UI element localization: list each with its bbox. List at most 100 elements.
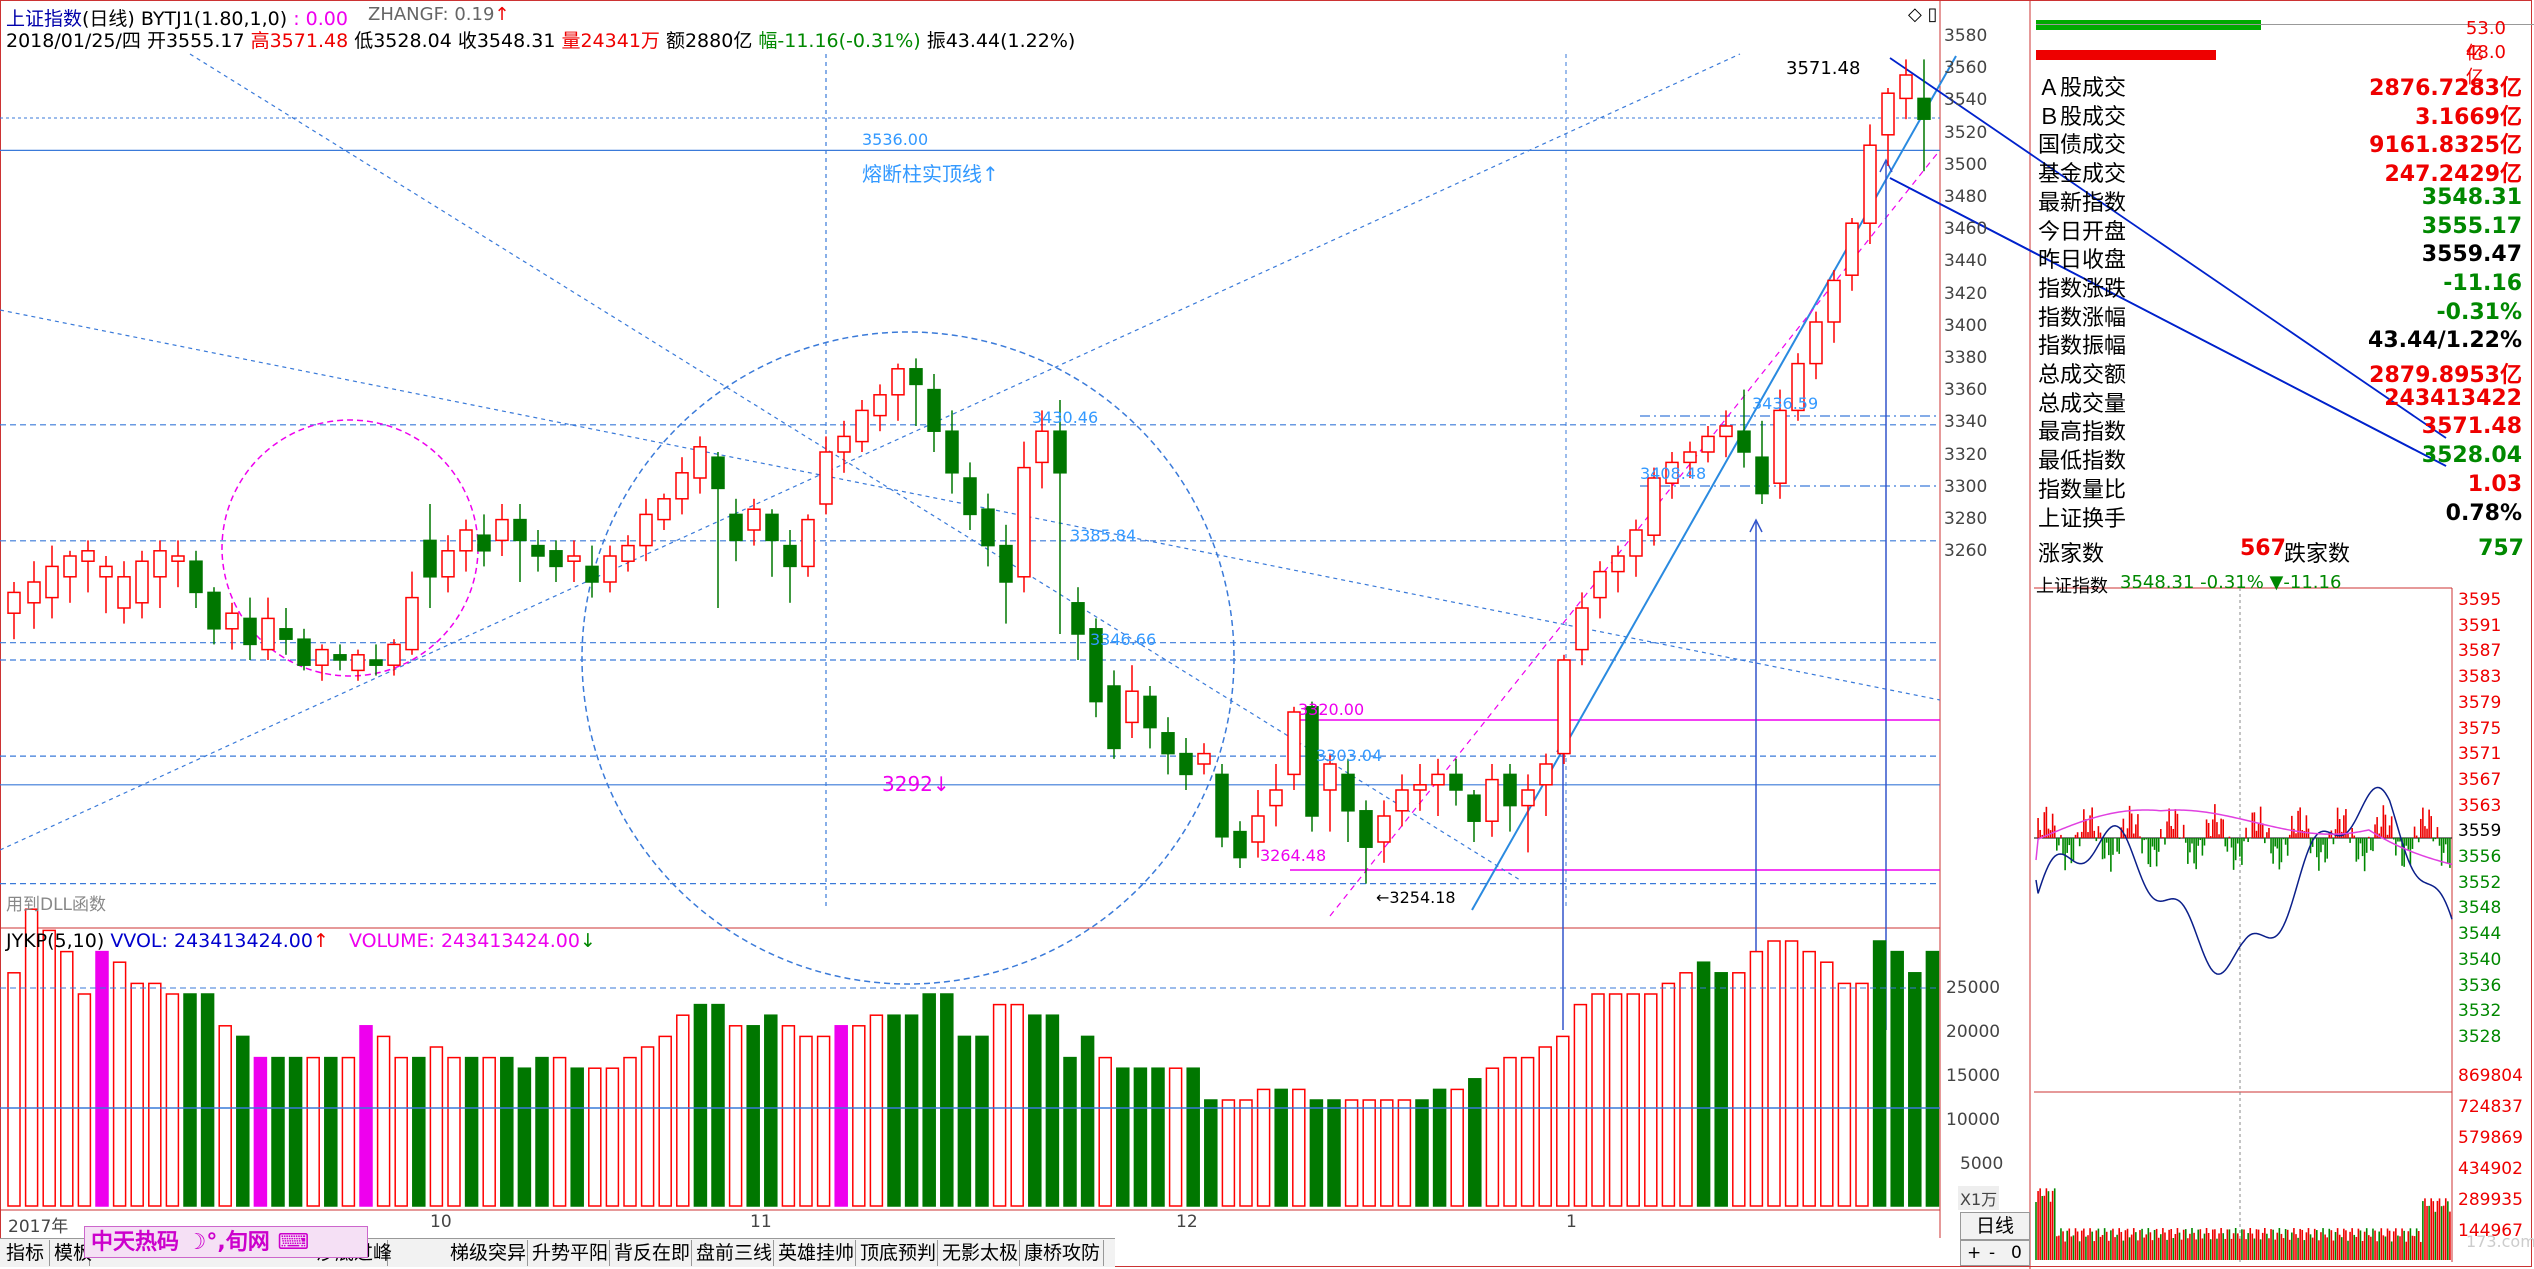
candle-body: [819, 451, 833, 505]
period-label: (日线): [82, 8, 135, 30]
tab-10[interactable]: 康桥攻防: [1020, 1240, 1104, 1266]
tab-9[interactable]: 无影太极: [938, 1240, 1020, 1266]
tab-5[interactable]: 背反在即: [610, 1240, 692, 1266]
volume-tick: 20000: [1946, 1022, 2001, 1042]
tab-0[interactable]: 指标: [2, 1240, 50, 1266]
rise-label: 涨家数: [2038, 542, 2105, 567]
time-tick: 2017年: [8, 1217, 69, 1237]
quote-row: Ａ股成交 2876.7283亿: [2036, 70, 2528, 101]
quote-row: 昨日收盘 3559.47: [2036, 242, 2528, 273]
period-selector[interactable]: 日线: [1960, 1212, 2030, 1240]
tab-3[interactable]: 梯级突异: [446, 1240, 528, 1266]
candle-body: [891, 368, 905, 396]
candle-body: [1035, 430, 1049, 464]
mini-price-tick: 3548: [2458, 898, 2502, 919]
volume-bar: [1063, 1056, 1077, 1207]
volume-bar: [359, 1025, 373, 1207]
quote-date: 2018/01/25/四: [6, 30, 141, 52]
candle-body: [747, 508, 761, 531]
ratio-bar-green: [2036, 20, 2261, 30]
candle-body: [1413, 784, 1427, 791]
indicator-name: BYTJ1(1.80,1,0): [140, 8, 288, 30]
candle-body: [63, 555, 77, 578]
mini-price-tick: 3540: [2458, 949, 2502, 970]
mini-price-tick: 3583: [2458, 667, 2502, 688]
candle-body: [909, 368, 923, 386]
zoom-in-button[interactable]: +: [1967, 1243, 1982, 1263]
quote-row-value: -0.31%: [2436, 299, 2522, 325]
chart-title-line: 上证指数(日线) BYTJ1(1.80,1,0) : 0.00: [6, 4, 348, 31]
candle-body: [1377, 815, 1391, 843]
price-tick: 3400: [1944, 315, 1988, 336]
tab-7[interactable]: 英雄挂帅: [774, 1240, 856, 1266]
volume-bar: [904, 1014, 919, 1207]
quote-row-value: 3559.47: [2421, 242, 2522, 268]
candle-body: [711, 456, 725, 490]
candle-body: [1395, 789, 1409, 812]
volume-bar: [1309, 1099, 1324, 1207]
tab-4[interactable]: 升势平阳: [528, 1240, 610, 1266]
candle-body: [1071, 602, 1085, 635]
volume-tick: 10000: [1946, 1110, 2001, 1130]
volume-bar: [1098, 1056, 1112, 1207]
volume-bar: [517, 1067, 532, 1207]
mini-vol-tick: 869804: [2458, 1066, 2523, 1086]
volume-bar: [1872, 940, 1887, 1207]
zoom-reset-button[interactable]: 0: [2011, 1243, 2022, 1263]
volume-bar: [130, 982, 144, 1207]
zoom-out-button[interactable]: -: [1989, 1243, 1996, 1263]
volume-bar: [535, 1056, 549, 1207]
volume-bar: [1749, 950, 1764, 1207]
quote-row-label: 基金成交: [2038, 162, 2127, 188]
volume-bar: [1767, 940, 1781, 1207]
mini-price-tick: 3579: [2458, 692, 2502, 713]
arrow-head: [1879, 158, 1893, 173]
volume-bar: [1344, 1099, 1359, 1207]
quote-row: 最新指数 3548.31: [2036, 185, 2528, 216]
tab-6[interactable]: 盘前三线: [692, 1240, 774, 1266]
tab-8[interactable]: 顶底预判: [856, 1240, 938, 1266]
candle-body: [801, 518, 815, 568]
mini-price-tick: 3567: [2458, 769, 2502, 790]
chart-window-controls[interactable]: ◇ ▯: [1908, 4, 1938, 25]
candle-body: [225, 612, 239, 630]
zhangf-value: ZHANGF: 0.19: [368, 4, 495, 25]
candle-body: [81, 550, 95, 562]
time-tick: 1: [1566, 1212, 1577, 1232]
volume-bar: [781, 1025, 796, 1207]
level-3536-label: 3536.00: [862, 130, 929, 149]
magenta-circle: [221, 419, 479, 677]
volume-bar: [1837, 982, 1852, 1207]
candle-body: [315, 648, 329, 666]
candle-body: [7, 591, 21, 614]
candle-body: [729, 513, 743, 542]
level-3303-label: 3303.04: [1316, 746, 1383, 765]
dll-text: 用到DLL函数: [6, 895, 107, 915]
volume-bar: [1644, 993, 1658, 1207]
volume-bar: [1591, 993, 1605, 1207]
volume-bar: [1239, 1099, 1253, 1207]
site-banner[interactable]: 中天热码 ☽°,旬网 ⌨: [84, 1226, 368, 1258]
candle-body: [567, 555, 581, 562]
volume-bar: [253, 1056, 268, 1207]
candle-body: [243, 617, 257, 646]
quote-panel: 53.0亿 48.0亿 Ａ股成交 2876.7283亿 Ｂ股成交 3.1669亿 国债成…: [2030, 0, 2534, 1269]
panel-arrow: [1889, 177, 2447, 467]
volume-bar: [42, 929, 56, 1207]
quote-row: 总成交额 2879.8953亿: [2036, 357, 2528, 388]
ratio-top: 53.0亿: [2465, 18, 2506, 64]
candle-body: [513, 518, 527, 542]
quote-row: 指数涨跌 -11.16: [2036, 271, 2528, 302]
candle-body: [1467, 794, 1481, 822]
volume-bar: [1186, 1067, 1200, 1207]
candle-body: [1161, 732, 1175, 755]
candle-body: [333, 654, 347, 661]
volume-bar: [764, 1014, 778, 1207]
watermark: 173.com: [2466, 1232, 2534, 1251]
zhangf-arrow: ↑: [494, 4, 510, 25]
quote-row-value: 247.2429亿: [2384, 162, 2522, 188]
mini-price-tick: 3556: [2458, 847, 2502, 867]
candle-body: [1179, 752, 1193, 776]
